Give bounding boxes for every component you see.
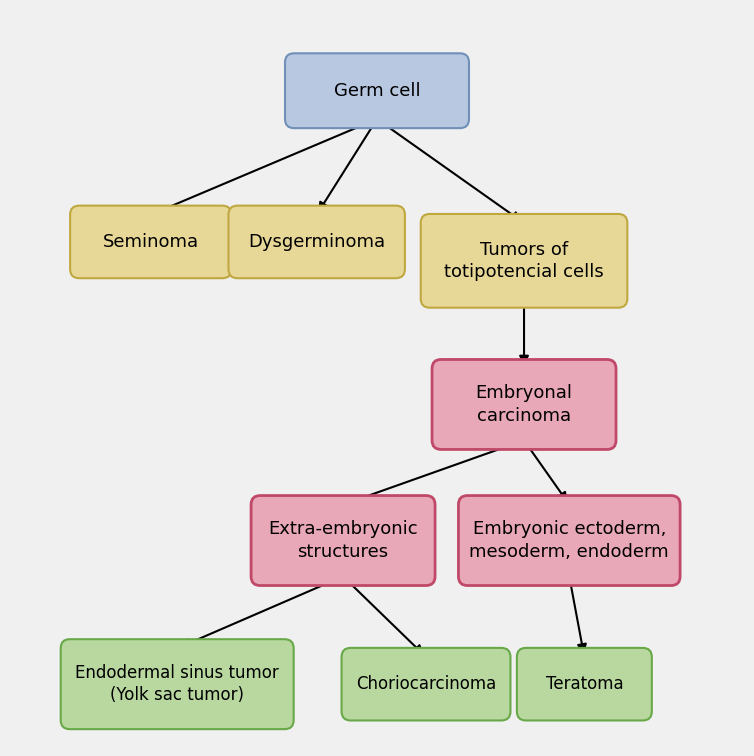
FancyBboxPatch shape [458, 496, 680, 586]
Text: Embryonic ectoderm,
mesoderm, endoderm: Embryonic ectoderm, mesoderm, endoderm [470, 520, 669, 561]
Text: Endodermal sinus tumor
(Yolk sac tumor): Endodermal sinus tumor (Yolk sac tumor) [75, 664, 279, 705]
FancyBboxPatch shape [421, 214, 627, 308]
FancyBboxPatch shape [60, 640, 293, 729]
Text: Choriocarcinoma: Choriocarcinoma [356, 675, 496, 693]
Text: Extra-embryonic
structures: Extra-embryonic structures [268, 520, 418, 561]
Text: Teratoma: Teratoma [546, 675, 623, 693]
FancyBboxPatch shape [228, 206, 405, 278]
FancyBboxPatch shape [70, 206, 231, 278]
FancyBboxPatch shape [342, 648, 510, 720]
Text: Tumors of
totipotencial cells: Tumors of totipotencial cells [444, 240, 604, 281]
FancyBboxPatch shape [432, 360, 616, 449]
FancyBboxPatch shape [251, 496, 435, 586]
Text: Dysgerminoma: Dysgerminoma [248, 233, 385, 251]
Text: Germ cell: Germ cell [334, 82, 420, 100]
FancyBboxPatch shape [285, 53, 469, 128]
Text: Embryonal
carcinoma: Embryonal carcinoma [476, 384, 572, 425]
FancyBboxPatch shape [516, 648, 651, 720]
Text: Seminoma: Seminoma [103, 233, 199, 251]
